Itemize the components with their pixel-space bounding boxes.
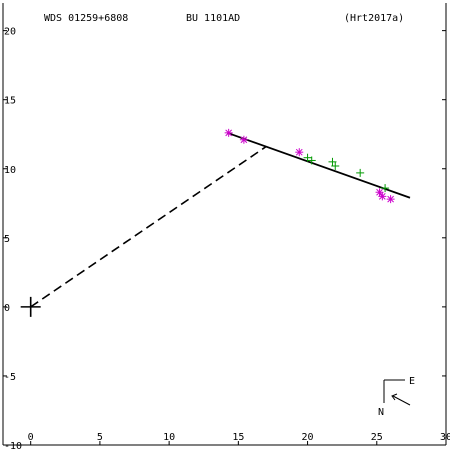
asterisk-point: [295, 148, 304, 157]
y-tick-label: -5: [4, 372, 16, 383]
x-tick-label: 5: [97, 432, 103, 443]
motion-arrow-icon: [392, 395, 411, 406]
y-tick-label: 20: [4, 27, 16, 38]
compass-north-label: N: [378, 407, 384, 418]
marker-stroke: [225, 129, 233, 137]
x-tick-label: 15: [232, 432, 244, 443]
wds-label: WDS 01259+6808: [44, 13, 128, 24]
y-tick-label: 5: [4, 234, 10, 245]
x-tick-label: 10: [163, 432, 175, 443]
y-tick-label: 15: [4, 96, 16, 107]
orbit-line: [226, 131, 411, 199]
x-tick-label: 0: [28, 432, 34, 443]
y-tick-label: 10: [4, 165, 16, 176]
x-tick-label: 20: [302, 432, 314, 443]
marker-stroke: [387, 195, 394, 203]
axes: 0 5 10 15 20 25 30 -10 -5 0 5 10 15 20: [2, 3, 450, 450]
y-tick-label: -10: [4, 441, 22, 450]
plus-point: [331, 161, 340, 170]
marker-stroke: [295, 148, 303, 156]
marker-stroke: [378, 193, 386, 200]
y-tick-label: 0: [4, 303, 10, 314]
x-tick-label: 30: [440, 432, 450, 443]
x-tick-label: 25: [371, 432, 383, 443]
data-points: [224, 128, 395, 204]
plus-point: [381, 184, 390, 193]
asterisk-point: [386, 195, 395, 204]
orbit-lines: [20, 131, 411, 317]
asterisk-point: [375, 188, 384, 197]
asterisk-point: [378, 192, 387, 201]
compass: E N: [378, 376, 415, 418]
plus-point: [328, 157, 337, 166]
motion-arrowhead-icon: [391, 393, 398, 401]
marker-stroke: [240, 136, 248, 144]
disc-label: BU 1101AD: [186, 13, 240, 24]
marker-stroke: [376, 188, 383, 196]
asterisk-point: [239, 135, 248, 144]
compass-east-label: E: [409, 376, 415, 387]
dashed-node-line: [30, 145, 267, 308]
plus-point: [356, 168, 365, 177]
plus-point: [307, 156, 316, 165]
reference-label: (Hrt2017a): [344, 13, 404, 24]
asterisk-point: [224, 128, 233, 137]
plus-point: [303, 153, 312, 162]
